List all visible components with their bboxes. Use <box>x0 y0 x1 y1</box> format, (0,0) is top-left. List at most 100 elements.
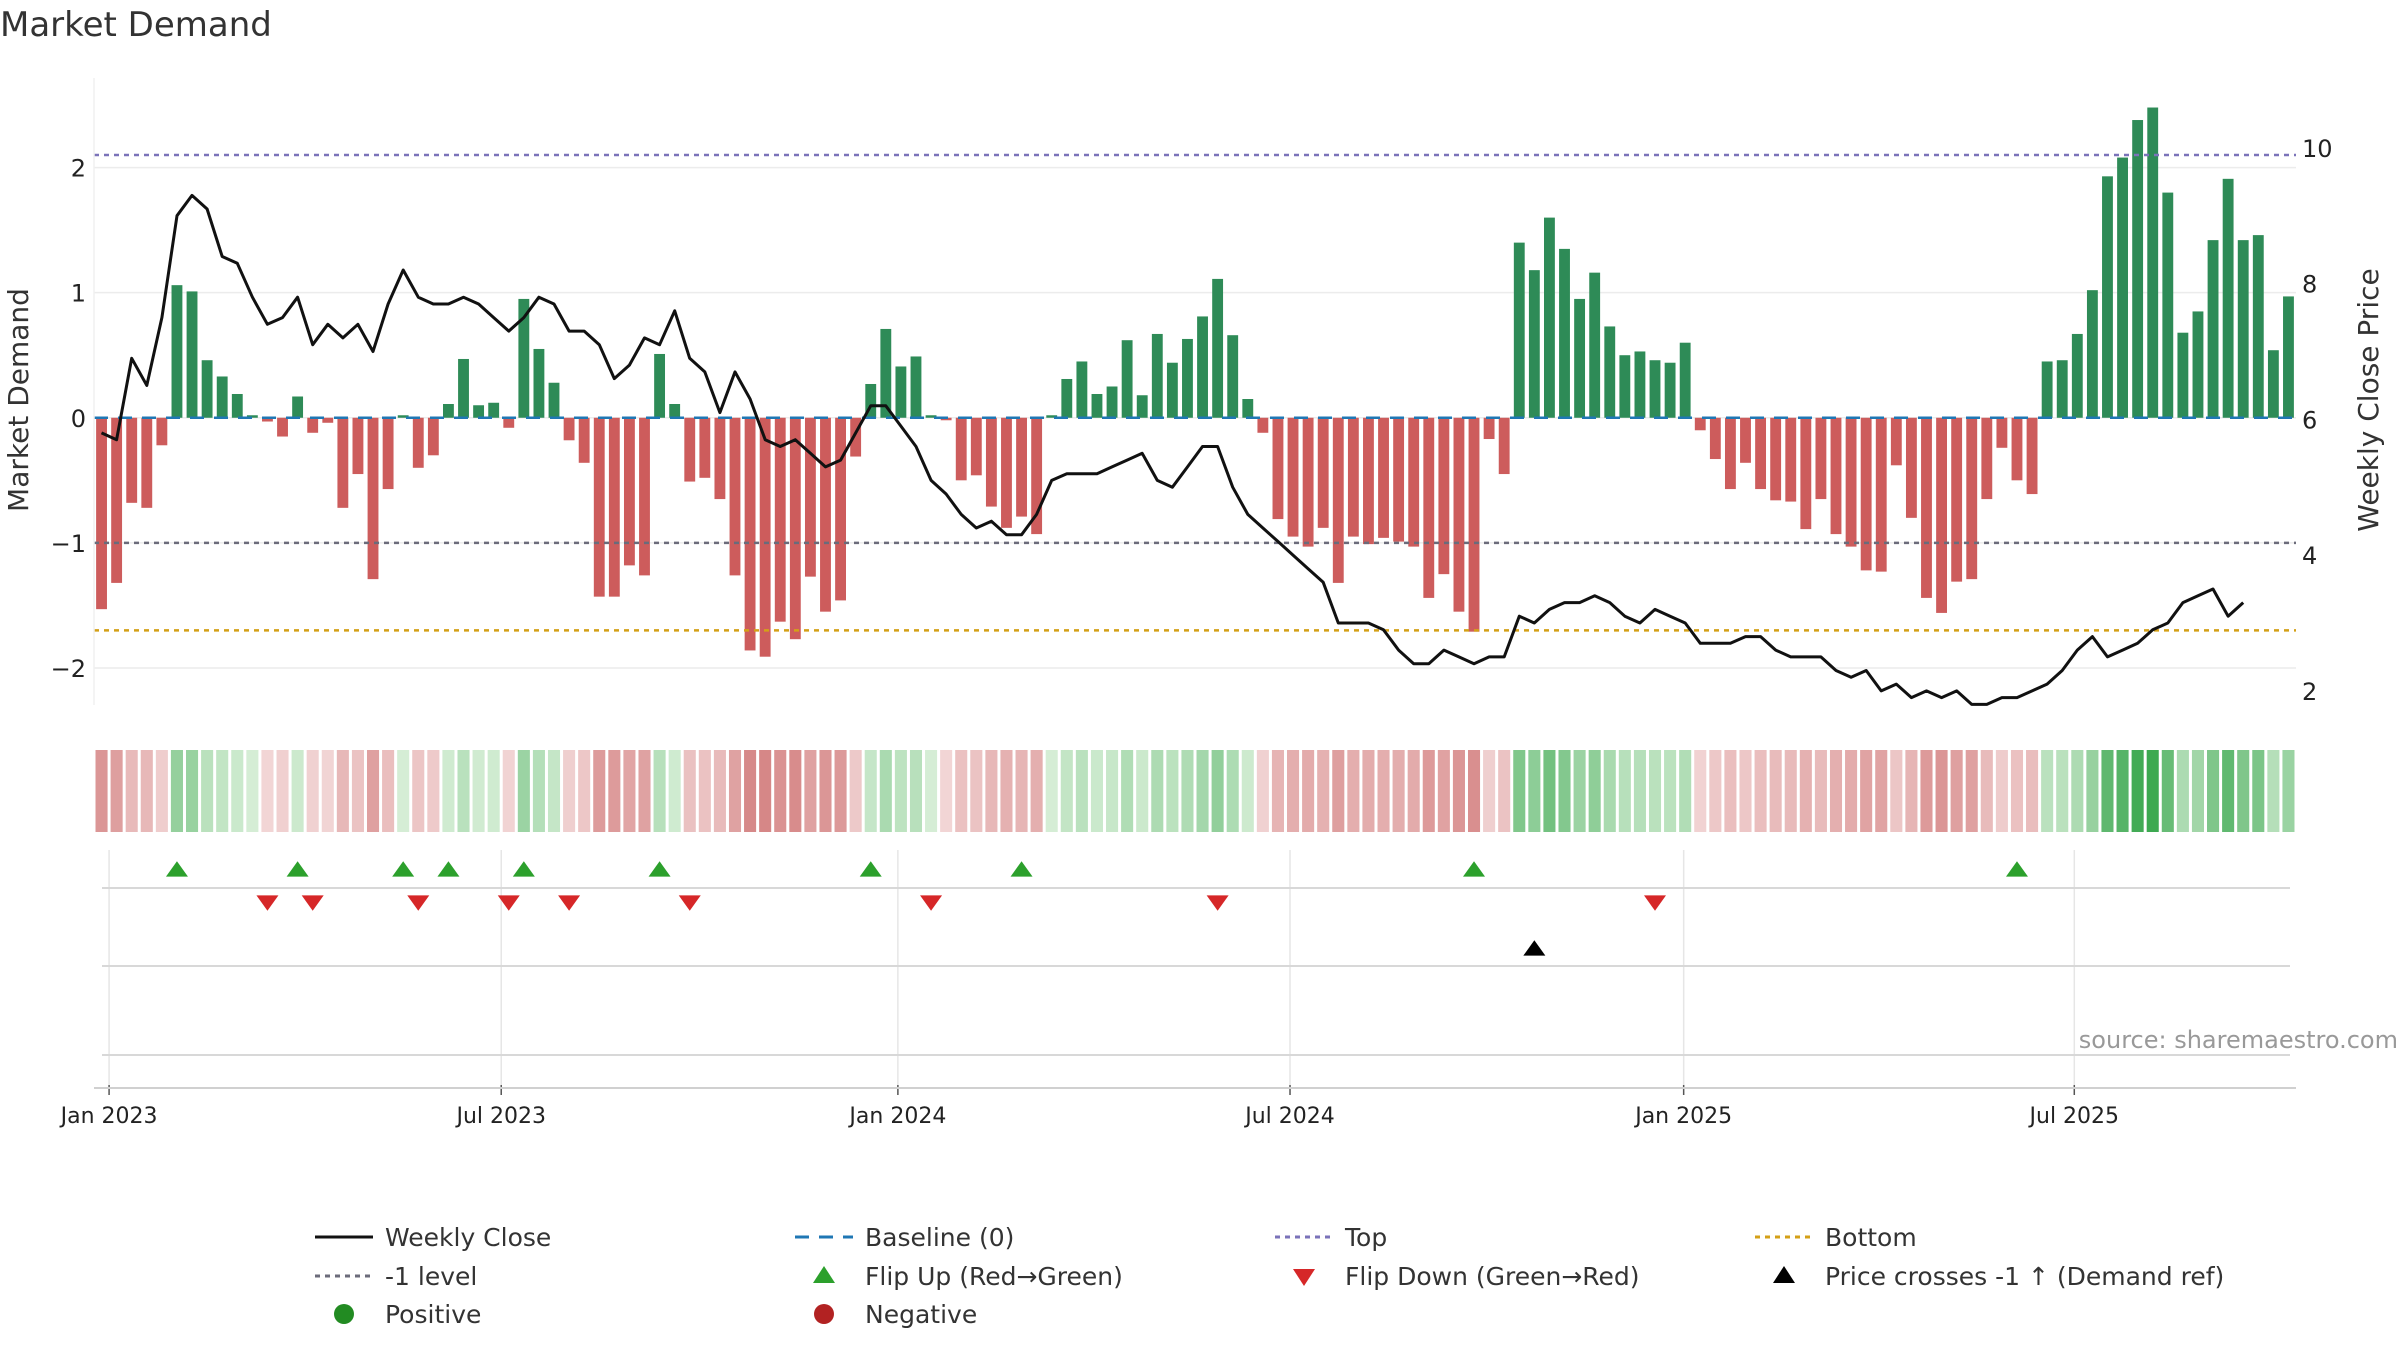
heat-cell <box>472 750 485 832</box>
heat-cell <box>517 750 530 832</box>
heat-cell <box>1603 750 1616 832</box>
heat-cell <box>1136 750 1149 832</box>
y-tick-label: 0 <box>71 405 86 433</box>
heat-cell <box>291 750 304 832</box>
heat-cell <box>261 750 274 832</box>
demand-bar-positive <box>533 348 545 418</box>
demand-bar-positive <box>2102 176 2113 418</box>
heat-cell <box>397 750 410 832</box>
heat-cell <box>759 750 772 832</box>
demand-bar-positive <box>1061 378 1073 418</box>
demand-bar-negative <box>1272 417 1284 520</box>
y2-tick-label: 10 <box>2302 135 2333 163</box>
flip-up-marker <box>286 861 309 877</box>
demand-bar-positive <box>1589 272 1601 418</box>
demand-bar-negative <box>337 417 349 508</box>
demand-bar-negative <box>2026 417 2038 495</box>
heat-cell <box>2207 750 2220 832</box>
flip-up-marker <box>512 861 535 877</box>
demand-bar-negative <box>1800 417 1812 530</box>
heat-cell <box>1543 750 1556 832</box>
legend-entry-label: Top <box>1344 1223 1387 1252</box>
demand-bar-negative <box>1001 417 1012 528</box>
y2-tick-label: 4 <box>2302 542 2317 570</box>
demand-bar-negative <box>382 417 394 490</box>
legend-entry-label: Positive <box>385 1300 481 1329</box>
demand-bar-positive <box>216 376 228 418</box>
heat-cell <box>2176 750 2189 832</box>
demand-bar-positive <box>1076 361 1088 418</box>
demand-bar-negative <box>684 417 696 482</box>
heat-cell <box>940 750 953 832</box>
demand-bar-negative <box>1860 417 1872 571</box>
demand-bar-positive <box>1528 270 1540 418</box>
demand-bar-negative <box>427 417 439 456</box>
heat-cell <box>879 750 892 832</box>
heat-cell <box>1498 750 1511 832</box>
signal-markers <box>165 861 2028 956</box>
demand-bar-positive <box>1574 298 1586 418</box>
legend-entry-label: Baseline (0) <box>865 1223 1014 1252</box>
demand-bar-negative <box>2011 417 2023 481</box>
heat-cell <box>1829 750 1843 832</box>
heat-cell <box>502 750 515 832</box>
demand-bar-positive <box>292 396 304 418</box>
heat-cell <box>819 750 832 832</box>
demand-bar-positive <box>2252 235 2264 418</box>
heat-cell <box>744 750 757 832</box>
demand-bar-negative <box>759 417 771 657</box>
demand-bar-negative <box>593 417 605 597</box>
demand-bar-negative <box>1755 417 1767 490</box>
heat-cell <box>1558 750 1571 832</box>
heat-cell <box>1920 750 1933 832</box>
legend-entry-label: Flip Up (Red→Green) <box>865 1262 1123 1291</box>
demand-bar-negative <box>1785 417 1797 502</box>
demand-bar-positive <box>1679 342 1691 418</box>
heat-cell <box>2086 750 2099 832</box>
heat-cell <box>1995 750 2008 832</box>
demand-bar-negative <box>1890 417 1902 466</box>
x-tick-label: Jul 2023 <box>454 1104 546 1129</box>
demand-bar-positive <box>1544 217 1555 418</box>
heat-cell <box>1166 750 1179 832</box>
demand-bar-positive <box>2207 240 2219 418</box>
demand-bar-positive <box>2086 290 2098 418</box>
heat-cell <box>1769 750 1782 832</box>
heat-cell <box>774 750 787 832</box>
heat-cell <box>2282 750 2295 832</box>
demand-bar-negative <box>126 417 138 503</box>
heat-cell <box>1151 750 1164 832</box>
heat-cell <box>1965 750 1978 832</box>
heat-cell <box>1422 750 1435 832</box>
heat-cell <box>1528 750 1541 832</box>
demand-bar-negative <box>608 417 620 597</box>
chart-title: Market Demand <box>0 5 272 45</box>
demand-bar-positive <box>548 382 560 418</box>
heat-cell <box>351 750 364 832</box>
demand-bar-negative <box>1031 417 1043 535</box>
heat-cell <box>2146 750 2159 832</box>
flip-up-marker <box>859 861 882 877</box>
y-axis-label: Market Demand <box>2 288 35 512</box>
heat-cell <box>1664 750 1677 832</box>
demand-bar-negative <box>789 417 801 640</box>
heat-cell <box>1045 750 1058 832</box>
heat-cell <box>593 750 606 832</box>
heat-cell <box>698 750 711 832</box>
heat-cell <box>140 750 153 832</box>
demand-bar-positive <box>2132 120 2144 418</box>
heat-cell <box>170 750 183 832</box>
demand-bar-positive <box>2177 332 2189 418</box>
heat-cell <box>955 750 968 832</box>
demand-bar-positive <box>1197 316 1208 418</box>
x-tick-label: Jan 2023 <box>59 1104 158 1129</box>
heat-cell <box>834 750 847 832</box>
heat-cell <box>563 750 576 832</box>
heat-cell <box>2041 750 2054 832</box>
y-tick-label: 1 <box>71 280 86 308</box>
heat-cell <box>1060 750 1073 832</box>
demand-bar-positive <box>925 415 937 418</box>
flip-up-marker <box>1010 861 1033 877</box>
heat-cell <box>95 750 108 832</box>
demand-bar-positive <box>2147 107 2159 418</box>
